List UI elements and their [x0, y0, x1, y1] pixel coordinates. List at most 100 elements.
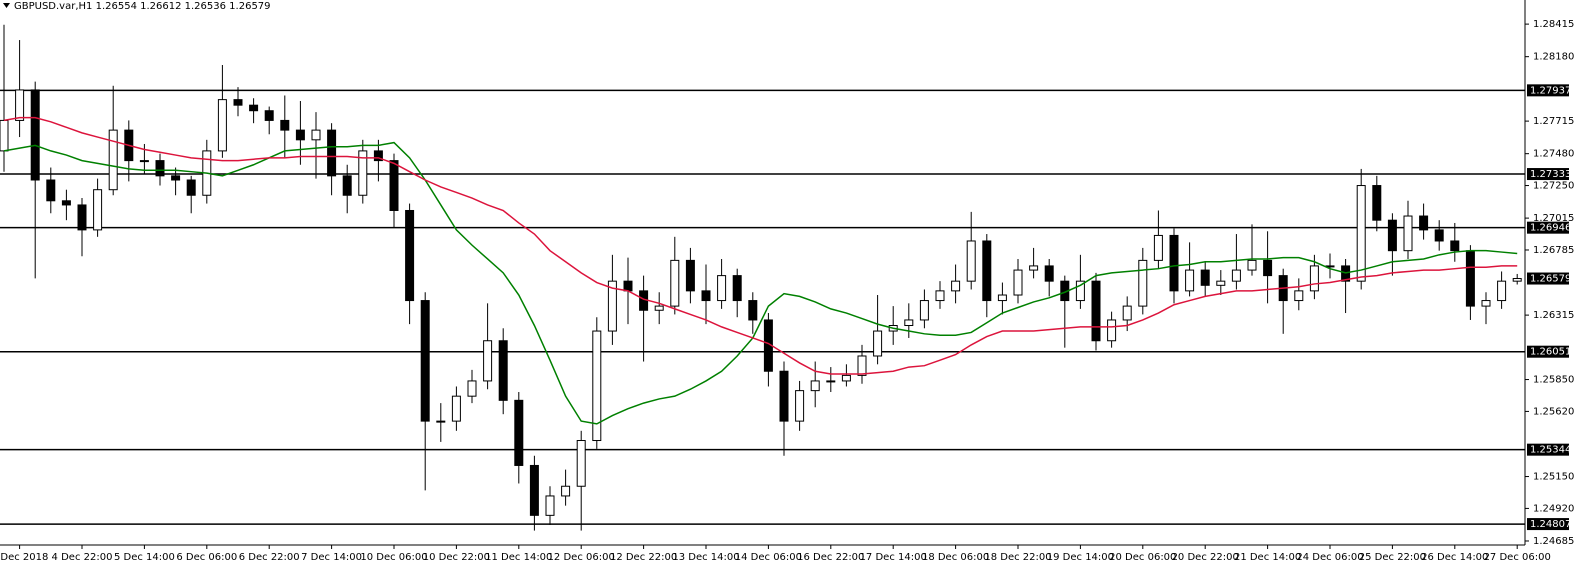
- candle-body: [857, 355, 867, 376]
- y-tick-label: 1.26315: [1533, 310, 1574, 321]
- candle-body: [139, 160, 149, 163]
- y-tick-label: 1.27250: [1533, 181, 1574, 192]
- candle-body: [233, 99, 243, 106]
- candle-body: [1075, 280, 1085, 302]
- candle-body: [841, 374, 851, 382]
- x-tick-label: 21 Dec 14:00: [1234, 552, 1301, 563]
- candle-body: [873, 330, 883, 357]
- candle-body: [1153, 234, 1163, 261]
- price-label-bg: [1527, 272, 1569, 285]
- y-tick-label: 1.24920: [1533, 503, 1574, 514]
- moving-average: [3, 116, 1518, 375]
- x-tick-label: 4 Dec 2018: [0, 552, 48, 563]
- y-tick-label: 1.27015: [1533, 213, 1574, 224]
- candle-body: [1138, 259, 1148, 307]
- candle-body: [1091, 280, 1101, 342]
- x-tick-label: 6 Dec 06:00: [176, 552, 237, 563]
- menu-arrow[interactable]: [3, 3, 10, 8]
- candle-body: [951, 280, 961, 292]
- price-label-bg: [1527, 168, 1569, 181]
- candle-body: [607, 280, 617, 332]
- candle-body: [0, 119, 9, 152]
- candle-body: [1013, 269, 1023, 296]
- candle-body: [1356, 185, 1366, 282]
- candle-body: [1481, 300, 1491, 307]
- candle-body: [1200, 269, 1210, 286]
- y-tick-label: 1.27480: [1533, 149, 1574, 160]
- candle-body: [748, 300, 758, 321]
- x-tick-label: 4 Dec 22:00: [52, 552, 113, 563]
- candle-body: [701, 290, 711, 302]
- candle-body: [1497, 280, 1507, 302]
- candle-body: [249, 104, 259, 112]
- candle-body: [514, 399, 524, 466]
- candle-body: [1387, 219, 1397, 252]
- candle-body: [1419, 215, 1429, 231]
- x-tick-label: 24 Dec 06:00: [1296, 552, 1363, 563]
- candle-body: [1309, 265, 1319, 292]
- candle-body: [810, 380, 820, 392]
- x-tick-label: 7 Dec 14:00: [301, 552, 362, 563]
- x-tick-label: 18 Dec 06:00: [922, 552, 989, 563]
- candle-body: [1403, 215, 1413, 252]
- x-tick-label: 14 Dec 06:00: [735, 552, 802, 563]
- candle-body: [997, 294, 1007, 302]
- candle-body: [717, 275, 727, 302]
- candle-body: [46, 179, 56, 202]
- candle-body: [1434, 229, 1444, 242]
- x-tick-label: 5 Dec 14:00: [114, 552, 175, 563]
- candle-body: [186, 179, 196, 196]
- candle-body: [436, 420, 446, 423]
- x-tick-label: 19 Dec 14:00: [1047, 552, 1114, 563]
- candle-body: [1044, 265, 1054, 282]
- candle-body: [1294, 290, 1304, 302]
- candle-body: [670, 259, 680, 307]
- price-label-bg: [1527, 221, 1569, 234]
- candle-body: [171, 175, 181, 181]
- candle-body: [685, 259, 695, 292]
- x-tick-label: 25 Dec 22:00: [1359, 552, 1426, 563]
- candle-body: [30, 89, 40, 181]
- candle-body: [592, 330, 602, 442]
- candle-body: [61, 200, 71, 206]
- candle-body: [654, 305, 664, 311]
- chart-title: GBPUSD.var,H1 1.26554 1.26612 1.26536 1.…: [14, 1, 271, 12]
- candle-body: [389, 160, 399, 211]
- candle-body: [919, 300, 929, 321]
- candle-body: [93, 189, 103, 231]
- candle-body: [108, 129, 118, 191]
- candle-body: [1216, 280, 1226, 286]
- candle-body: [327, 129, 337, 177]
- x-tick-label: 20 Dec 22:00: [1172, 552, 1239, 563]
- y-tick-label: 1.25620: [1533, 406, 1574, 417]
- candle-body: [467, 380, 477, 397]
- candle-body: [451, 395, 461, 422]
- price-label: 1.25344: [1530, 445, 1571, 456]
- candle-body: [576, 440, 586, 487]
- candle-body: [1465, 250, 1475, 307]
- price-label: 1.26579: [1530, 274, 1571, 285]
- price-label: 1.26051: [1530, 347, 1571, 358]
- candle-body: [264, 110, 274, 121]
- price-label: 1.27333: [1530, 169, 1571, 180]
- candle-body: [311, 129, 321, 141]
- candle-body: [358, 150, 368, 196]
- candle-body: [1372, 185, 1382, 221]
- candle-body: [77, 204, 87, 231]
- y-tick-label: 1.25150: [1533, 472, 1574, 483]
- candle-body: [405, 209, 415, 302]
- price-label-bg: [1527, 84, 1569, 97]
- candle-body: [732, 275, 742, 302]
- candle-body: [280, 119, 290, 131]
- y-tick-label: 1.28415: [1533, 19, 1574, 30]
- y-tick-label: 1.27715: [1533, 116, 1574, 127]
- candle-body: [420, 300, 430, 422]
- candle-body: [1169, 234, 1179, 292]
- candle-body: [1263, 259, 1273, 277]
- candle-body: [1122, 305, 1132, 321]
- candle-body: [1512, 278, 1522, 282]
- candle-body: [529, 464, 539, 516]
- candle-body: [1450, 240, 1460, 252]
